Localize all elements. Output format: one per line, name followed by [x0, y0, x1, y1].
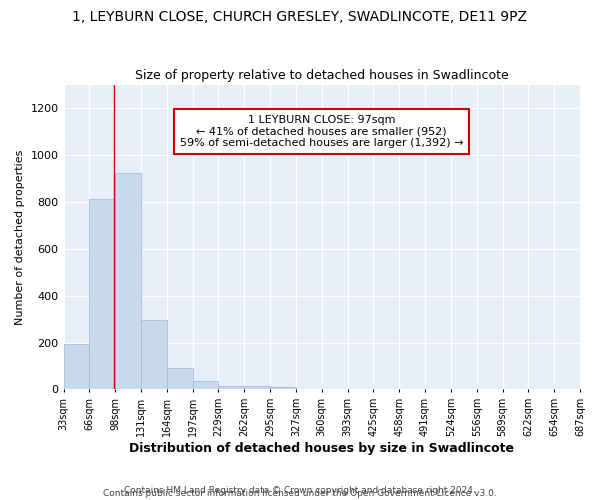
Text: Contains public sector information licensed under the Open Government Licence v3: Contains public sector information licen…	[103, 488, 497, 498]
Text: 1, LEYBURN CLOSE, CHURCH GRESLEY, SWADLINCOTE, DE11 9PZ: 1, LEYBURN CLOSE, CHURCH GRESLEY, SWADLI…	[73, 10, 527, 24]
Bar	[141, 320, 167, 390]
Bar	[193, 381, 218, 390]
Text: Contains HM Land Registry data © Crown copyright and database right 2024.: Contains HM Land Registry data © Crown c…	[124, 486, 476, 495]
Text: 1 LEYBURN CLOSE: 97sqm
← 41% of detached houses are smaller (952)
59% of semi-de: 1 LEYBURN CLOSE: 97sqm ← 41% of detached…	[180, 115, 464, 148]
Y-axis label: Number of detached properties: Number of detached properties	[15, 150, 25, 324]
Bar	[270, 387, 296, 390]
Title: Size of property relative to detached houses in Swadlincote: Size of property relative to detached ho…	[135, 69, 509, 82]
Bar	[89, 200, 115, 390]
Bar	[167, 368, 193, 390]
Bar	[115, 172, 141, 390]
Bar	[64, 344, 89, 390]
X-axis label: Distribution of detached houses by size in Swadlincote: Distribution of detached houses by size …	[129, 442, 514, 455]
Bar	[244, 386, 270, 390]
Bar	[218, 386, 244, 390]
